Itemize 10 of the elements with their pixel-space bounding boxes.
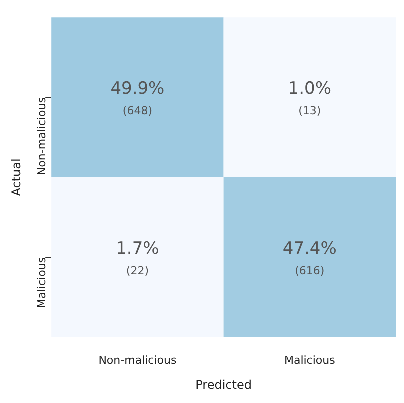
- data-label: 1.7%: [116, 238, 160, 259]
- annotation: (648): [122, 104, 152, 118]
- x-axis-title: Predicted: [196, 378, 252, 392]
- data-label: 1.0%: [288, 78, 332, 99]
- data-label: 47.4%: [282, 238, 337, 259]
- y-axis-title: Actual: [9, 158, 24, 196]
- data-label: 49.9%: [110, 78, 165, 99]
- annotation: (13): [298, 104, 322, 118]
- annotation: (616): [295, 264, 325, 278]
- annotation: (22): [126, 264, 149, 278]
